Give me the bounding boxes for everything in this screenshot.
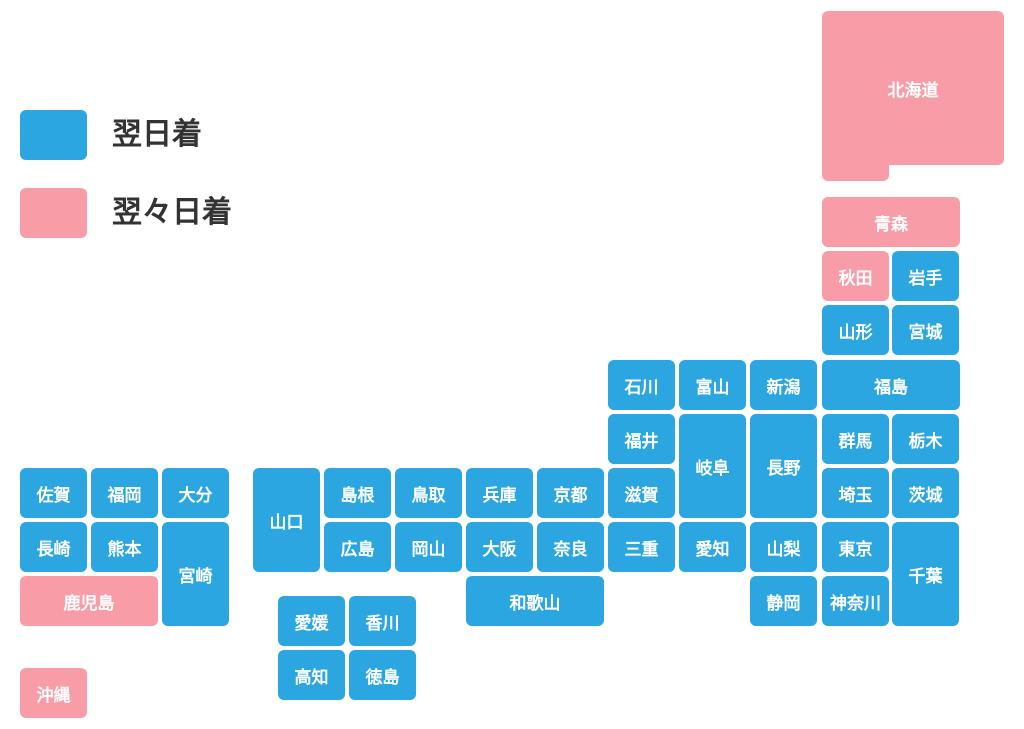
tile-kanagawa: 神奈川 (822, 576, 889, 626)
tile-label: 福島 (874, 377, 908, 398)
tile-saga: 佐賀 (20, 468, 87, 518)
tile-label: 大阪 (482, 539, 517, 560)
tile-hiroshima: 広島 (324, 522, 391, 572)
tile-fukui: 福井 (608, 414, 675, 464)
tile-label: 青森 (874, 214, 908, 235)
tile-tokushima: 徳島 (349, 650, 416, 700)
tile-iwate: 岩手 (892, 251, 959, 301)
tile-miyagi: 宮城 (892, 305, 959, 355)
tile-label: 熊本 (107, 539, 142, 560)
tile-saitama: 埼玉 (822, 468, 889, 518)
tile-hyogo: 兵庫 (466, 468, 533, 518)
tile-label: 秋田 (838, 268, 873, 289)
tile-yamaguchi: 山口 (253, 468, 320, 572)
tile-ehime: 愛媛 (278, 596, 345, 646)
tile-kumamoto: 熊本 (91, 522, 158, 572)
tile-label: 広島 (340, 539, 375, 560)
tile-yamanashi: 山梨 (750, 522, 817, 572)
tile-miyazaki: 宮崎 (162, 522, 229, 626)
tile-label: 佐賀 (36, 485, 71, 506)
tile-label: 富山 (695, 377, 730, 398)
tile-yamagata: 山形 (822, 305, 889, 355)
tile-label: 千葉 (908, 566, 943, 587)
tile-okinawa: 沖縄 (20, 668, 87, 718)
tile-label: 神奈川 (830, 593, 881, 614)
tile-label: 群馬 (838, 431, 873, 452)
legend-swatch-next-day (20, 110, 87, 160)
tile-wakayama: 和歌山 (466, 576, 604, 626)
tile-kagoshima: 鹿児島 (20, 576, 158, 626)
tile-gifu: 岐阜 (679, 414, 746, 518)
tile-label: 岩手 (908, 268, 943, 289)
tile-label: 徳島 (365, 667, 400, 688)
tile-label: 長崎 (36, 539, 71, 560)
legend-label-day-after-next: 翌々日着 (112, 195, 232, 230)
tile-fukushima: 福島 (822, 360, 960, 410)
tile-label: 鳥取 (411, 485, 446, 506)
tile-label: 宮崎 (178, 566, 213, 587)
tile-okayama: 岡山 (395, 522, 462, 572)
tile-label: 福岡 (107, 485, 142, 506)
tile-label: 愛知 (695, 539, 730, 560)
tile-label: 静岡 (766, 593, 801, 614)
tile-kagawa: 香川 (349, 596, 416, 646)
tile-label: 和歌山 (509, 593, 561, 614)
tile-nagano: 長野 (750, 414, 817, 518)
tile-label: 奈良 (553, 539, 588, 560)
tile-tokyo: 東京 (822, 522, 889, 572)
tile-shiga: 滋賀 (608, 468, 675, 518)
tile-chiba: 千葉 (892, 522, 959, 626)
tile-label: 愛媛 (294, 613, 329, 634)
tile-label: 兵庫 (482, 485, 517, 506)
tile-label: 福井 (624, 431, 659, 452)
tile-oita: 大分 (162, 468, 229, 518)
tile-toyama: 富山 (679, 360, 746, 410)
tile-mie: 三重 (608, 522, 675, 572)
tile-label: 北海道 (887, 80, 939, 101)
tile-aichi: 愛知 (679, 522, 746, 572)
tile-label: 埼玉 (838, 485, 873, 506)
tile-label: 京都 (553, 485, 588, 506)
tile-aomori: 青森 (822, 197, 960, 247)
tile-label: 三重 (624, 539, 659, 560)
tile-nara: 奈良 (537, 522, 604, 572)
tile-label: 岡山 (411, 539, 446, 560)
tile-kochi: 高知 (278, 650, 345, 700)
tile-label: 石川 (624, 377, 659, 398)
tile-label: 茨城 (908, 485, 943, 506)
tile-ishikawa: 石川 (608, 360, 675, 410)
tile-label: 岐阜 (695, 458, 730, 479)
tile-label: 新潟 (766, 377, 801, 398)
tile-shimane: 島根 (324, 468, 391, 518)
tile-label: 沖縄 (36, 685, 71, 706)
tile-label: 山口 (269, 512, 304, 533)
tile-label: 宮城 (908, 322, 943, 343)
tile-shizuoka: 静岡 (750, 576, 817, 626)
tile-hokkaido: 北海道 (822, 11, 1004, 165)
tile-ibaraki: 茨城 (892, 468, 959, 518)
tile-label: 島根 (340, 485, 375, 506)
tile-label: 高知 (294, 667, 329, 688)
tile-tochigi: 栃木 (892, 414, 959, 464)
tile-label: 栃木 (908, 431, 943, 452)
tile-label: 大分 (178, 485, 213, 506)
tile-kyoto: 京都 (537, 468, 604, 518)
tile-label: 東京 (838, 539, 873, 560)
tile-akita: 秋田 (822, 251, 889, 301)
tile-label: 香川 (365, 613, 400, 634)
tile-label: 長野 (766, 458, 801, 479)
tile-gunma: 群馬 (822, 414, 889, 464)
tile-tottori: 鳥取 (395, 468, 462, 518)
tile-osaka: 大阪 (466, 522, 533, 572)
tile-label: 滋賀 (624, 485, 659, 506)
legend-label-next-day: 翌日着 (112, 117, 202, 152)
tile-label: 鹿児島 (63, 593, 115, 614)
tile-label: 山形 (838, 322, 873, 343)
tile-fukuoka: 福岡 (91, 468, 158, 518)
tile-nagasaki: 長崎 (20, 522, 87, 572)
tile-label: 山梨 (766, 539, 801, 560)
legend-swatch-day-after-next (20, 188, 87, 238)
tile-niigata: 新潟 (750, 360, 817, 410)
